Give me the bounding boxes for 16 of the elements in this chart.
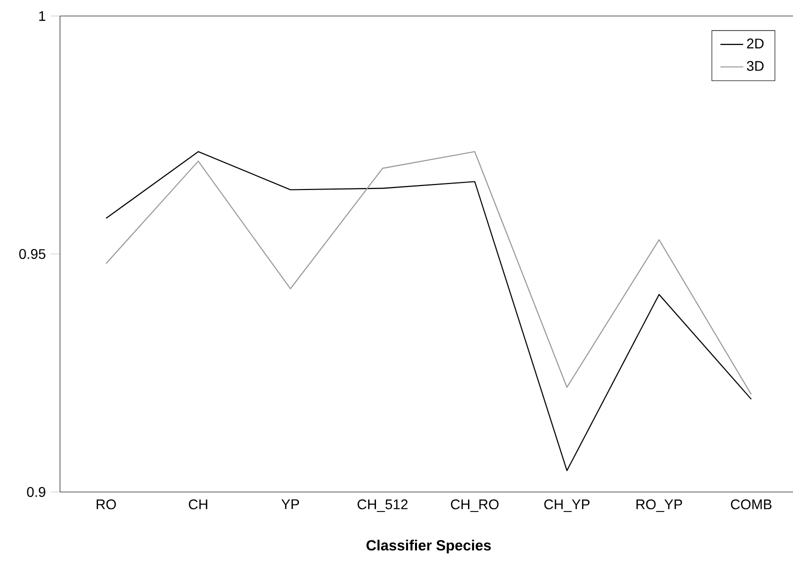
legend-label: 3D xyxy=(746,61,764,71)
x-tick-label: CH_RO xyxy=(450,499,499,512)
x-tick-label: CH_512 xyxy=(358,499,408,512)
y-tick-label: 1 xyxy=(39,11,46,21)
x-tick-label: CH xyxy=(188,499,208,510)
y-tick-label: 0.95 xyxy=(19,249,46,259)
x-tick-label: RO xyxy=(96,499,116,510)
x-tick-label: YP xyxy=(281,499,300,510)
x-axis-title: Classifier Species xyxy=(366,540,491,554)
x-tick-label: CH_YP xyxy=(544,499,590,512)
x-tick-label: COMB xyxy=(730,499,772,510)
legend-label: 2D xyxy=(747,38,764,48)
y-tick-label: 0.9 xyxy=(27,487,46,497)
x-tick-label: RO_YP xyxy=(636,499,682,512)
line-series xyxy=(106,151,752,472)
line-series xyxy=(106,151,752,395)
